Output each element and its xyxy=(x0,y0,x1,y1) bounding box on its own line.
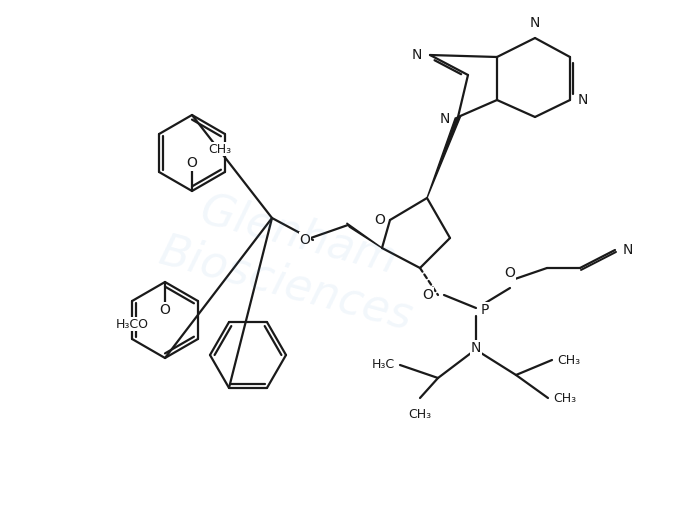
Text: N: N xyxy=(578,93,588,107)
Text: O: O xyxy=(299,233,310,247)
Polygon shape xyxy=(427,116,461,198)
Text: H₃C: H₃C xyxy=(372,358,395,371)
Text: O: O xyxy=(422,288,433,302)
Text: CH₃: CH₃ xyxy=(409,408,432,421)
Text: O: O xyxy=(187,156,198,170)
Text: N: N xyxy=(440,112,450,126)
Text: O: O xyxy=(159,303,171,317)
Text: Glenham
Biosciences: Glenham Biosciences xyxy=(155,181,430,339)
Text: CH₃: CH₃ xyxy=(553,392,576,405)
Text: N: N xyxy=(623,243,633,257)
Text: N: N xyxy=(411,48,422,62)
Text: P: P xyxy=(481,303,489,317)
Text: O: O xyxy=(374,213,386,227)
Text: H₃CO: H₃CO xyxy=(116,318,149,331)
Text: CH₃: CH₃ xyxy=(557,354,580,367)
Text: N: N xyxy=(530,16,540,30)
Text: O: O xyxy=(505,266,516,280)
Polygon shape xyxy=(347,223,382,248)
Text: CH₃: CH₃ xyxy=(208,142,231,155)
Text: N: N xyxy=(470,341,481,355)
